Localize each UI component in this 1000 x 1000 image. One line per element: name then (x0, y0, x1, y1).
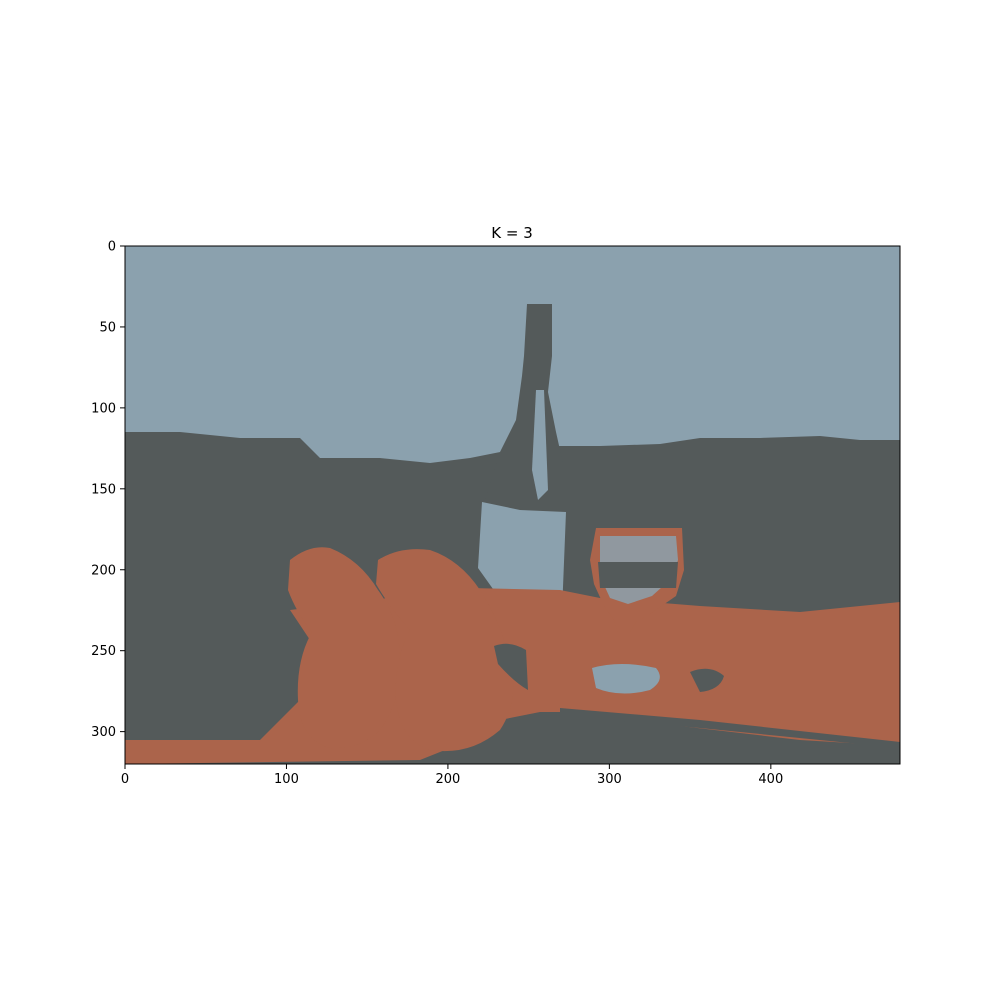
chart-title: K = 3 (491, 224, 532, 242)
wine-glass-band (598, 562, 678, 588)
glass-base (592, 664, 660, 694)
y-tick-label: 50 (99, 320, 116, 335)
y-tick-label: 250 (91, 644, 116, 659)
y-tick-label: 100 (91, 401, 116, 416)
table-streak-3 (494, 643, 528, 690)
bottle-highlight (532, 390, 548, 500)
x-tick-label: 300 (597, 772, 622, 787)
x-axis: 0 100 200 300 400 (121, 764, 783, 787)
y-tick-label: 150 (91, 482, 116, 497)
table-streak (560, 708, 900, 748)
x-tick-label: 100 (274, 772, 299, 787)
bread-left (288, 547, 401, 749)
x-tick-label: 400 (758, 772, 783, 787)
x-tick-label: 0 (121, 772, 129, 787)
plot-frame (124, 245, 901, 765)
y-axis: 0 50 100 150 200 250 300 (91, 240, 125, 740)
table-streak-2 (690, 668, 724, 692)
x-tick-label: 200 (436, 772, 461, 787)
y-tick-label: 300 (91, 725, 116, 740)
quantized-image (124, 245, 901, 765)
y-tick-label: 200 (91, 563, 116, 578)
bread-right (376, 549, 514, 752)
y-tick-label: 0 (108, 240, 116, 255)
